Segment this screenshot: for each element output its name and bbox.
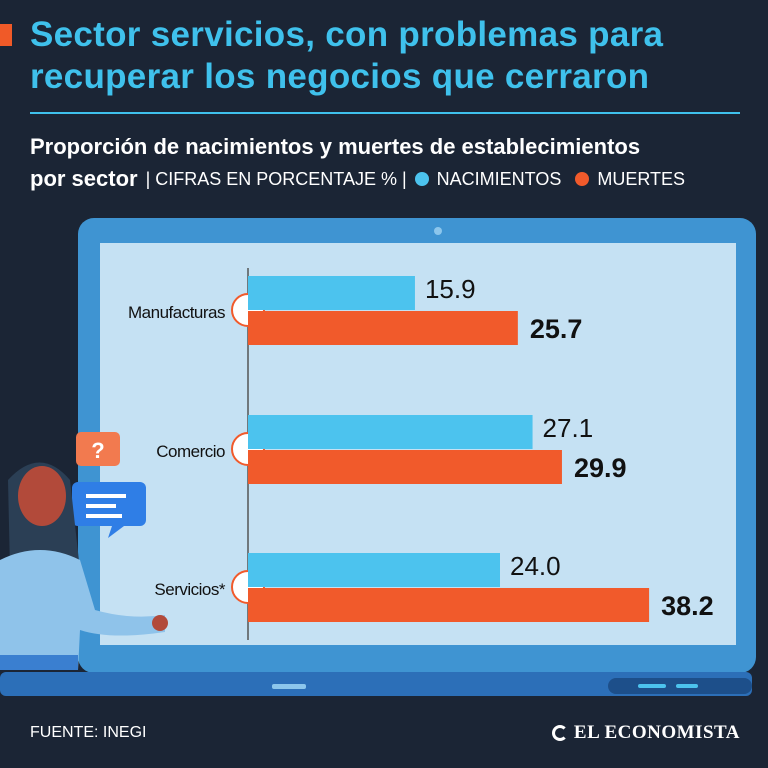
category-label: Manufacturas [128, 303, 225, 322]
value-label: 24.0 [510, 551, 561, 581]
value-label: 27.1 [543, 413, 594, 443]
chart-subtitle: Proporción de nacimientos y muertes de e… [30, 134, 641, 159]
legend-swatch-muertes [575, 172, 590, 186]
brand-name: EL ECONOMISTA [573, 722, 740, 743]
legend-nacimientos: NACIMIENTOS [436, 168, 562, 189]
bar-muertes [248, 450, 562, 484]
page-title: Sector servicios, con problemas para rec… [30, 15, 664, 96]
category-label: Comercio [156, 442, 225, 461]
source-note: FUENTE: INEGI [30, 724, 147, 741]
subtitle-bold: por sector [30, 166, 138, 191]
legend-swatch-nacimientos [414, 172, 429, 186]
legend-row: por sector | CIFRAS EN PORCENTAJE % | NA… [30, 166, 685, 192]
legend-muertes: MUERTES [597, 168, 686, 189]
bar-nacimientos [248, 553, 500, 587]
accent-bar [0, 24, 12, 46]
laptop-screen [100, 243, 736, 645]
bar-nacimientos [248, 276, 415, 310]
sector-icon [231, 432, 265, 466]
units-label: | CIFRAS EN PORCENTAJE % | [145, 168, 407, 189]
value-label: 15.9 [425, 274, 476, 304]
camera-icon [434, 227, 442, 235]
laptop-frame [78, 218, 756, 673]
sector-icon [231, 570, 265, 604]
svg-text:?: ? [91, 438, 104, 463]
value-label: 25.7 [530, 314, 583, 344]
title-divider [30, 112, 740, 114]
sector-icon [231, 293, 265, 327]
category-label: Servicios* [154, 580, 225, 599]
logo-icon [551, 725, 568, 741]
bar-muertes [248, 311, 518, 345]
support-agent-illustration: ? [0, 432, 168, 670]
value-label: 29.9 [574, 453, 627, 483]
bar-muertes [248, 588, 650, 622]
bar-nacimientos [248, 415, 533, 449]
value-label: 38.2 [661, 591, 714, 621]
laptop-base [0, 672, 752, 696]
brand-logo: EL ECONOMISTA [551, 722, 740, 744]
